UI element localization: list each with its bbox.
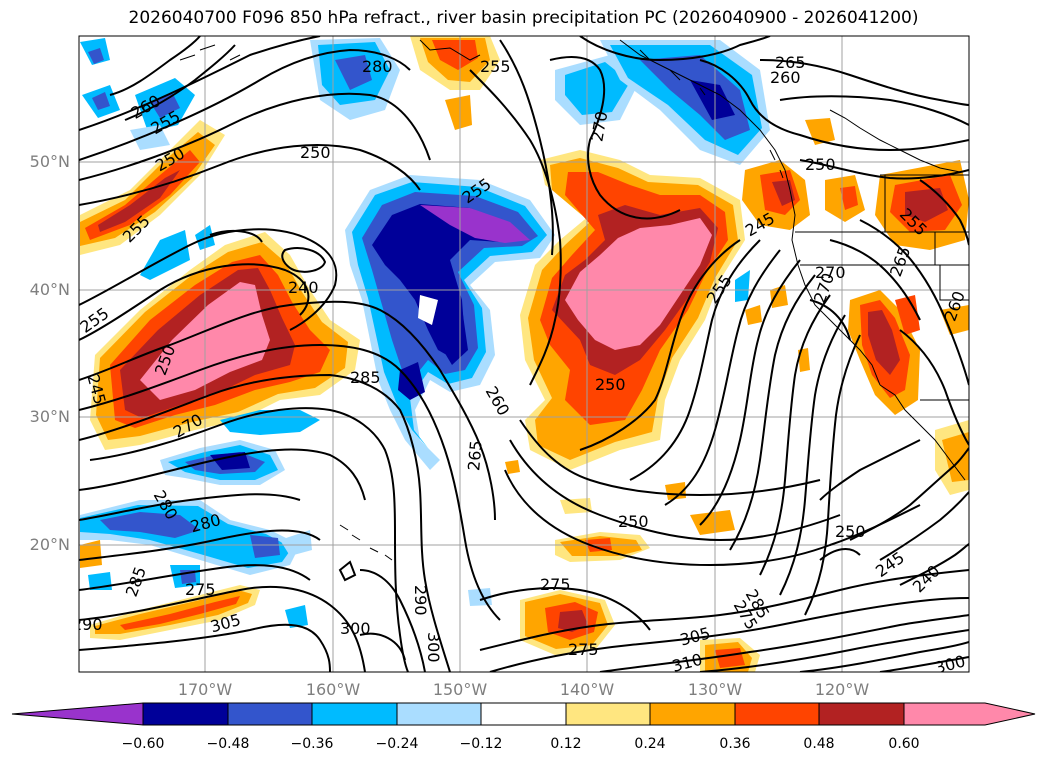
colorbar <box>11 702 1036 726</box>
colorbar-tick: −0.36 <box>290 736 334 752</box>
contour-label: 265 <box>464 440 486 472</box>
contour-label: 275 <box>185 580 216 599</box>
colorbar-tick: 0.36 <box>719 736 751 752</box>
map-frame <box>78 35 970 673</box>
contour-label: 250 <box>595 375 626 394</box>
colorbar-swatch <box>565 702 651 726</box>
map-title: 2026040700 F096 850 hPa refract., river … <box>128 8 919 28</box>
colorbar-swatch <box>734 702 820 726</box>
colorbar-tick: −0.24 <box>375 736 419 752</box>
contour-label: 300 <box>424 632 443 663</box>
contour-label: 290 <box>72 615 103 634</box>
contour-label: 265 <box>775 53 806 72</box>
lat-label: 30°N <box>29 407 70 426</box>
colorbar-tick: 0.24 <box>634 736 666 752</box>
lon-label: 130°W <box>687 680 743 699</box>
contour-label: 250 <box>300 143 331 162</box>
colorbar-swatch <box>396 702 482 726</box>
lon-label: 120°W <box>814 680 870 699</box>
contour-label: 250 <box>835 522 866 541</box>
colorbar-swatch <box>818 702 905 726</box>
contour-label: 300 <box>340 619 371 638</box>
lat-label: 40°N <box>29 280 70 299</box>
contour-label: 250 <box>618 512 649 531</box>
contour-label: 275 <box>568 640 599 659</box>
colorbar-tick: −0.12 <box>459 736 503 752</box>
contour-label: 290 <box>411 585 430 616</box>
colorbar-tick: 0.60 <box>888 736 920 752</box>
colorbar-tick: 0.12 <box>550 736 582 752</box>
map-area: 260 255 250 255 280 255 260 265 250 255 … <box>72 36 969 677</box>
colorbar-swatch <box>903 702 1036 726</box>
lat-label: 50°N <box>29 152 70 171</box>
colorbar-tick: 0.48 <box>803 736 835 752</box>
contour-label: 260 <box>770 68 801 87</box>
contour-label: 270 <box>815 263 846 282</box>
contour-label: 250 <box>805 155 836 174</box>
contour-label: 300 <box>933 651 967 677</box>
contour-label: 275 <box>540 575 571 594</box>
colorbar-swatch <box>480 702 567 726</box>
colorbar-tick: −0.60 <box>121 736 165 752</box>
lon-label: 150°W <box>432 680 488 699</box>
colorbar-swatch <box>227 702 313 726</box>
lat-label: 20°N <box>29 535 70 554</box>
contour-label: 285 <box>350 368 381 387</box>
lon-label: 140°W <box>559 680 615 699</box>
contour-label: 240 <box>288 278 319 297</box>
contour-label: 280 <box>362 57 393 76</box>
lon-label: 170°W <box>177 680 233 699</box>
contour-label: 255 <box>480 57 511 76</box>
precip-fill-layer <box>80 36 969 672</box>
contour-label: 310 <box>670 650 704 676</box>
colorbar-swatch <box>311 702 398 726</box>
colorbar-swatch <box>142 702 229 726</box>
coastlines <box>179 39 969 561</box>
colorbar-tick: −0.48 <box>206 736 250 752</box>
colorbar-swatch <box>649 702 736 726</box>
refractivity-contours <box>79 36 969 672</box>
lon-label: 160°W <box>305 680 361 699</box>
colorbar-swatch <box>11 702 144 726</box>
